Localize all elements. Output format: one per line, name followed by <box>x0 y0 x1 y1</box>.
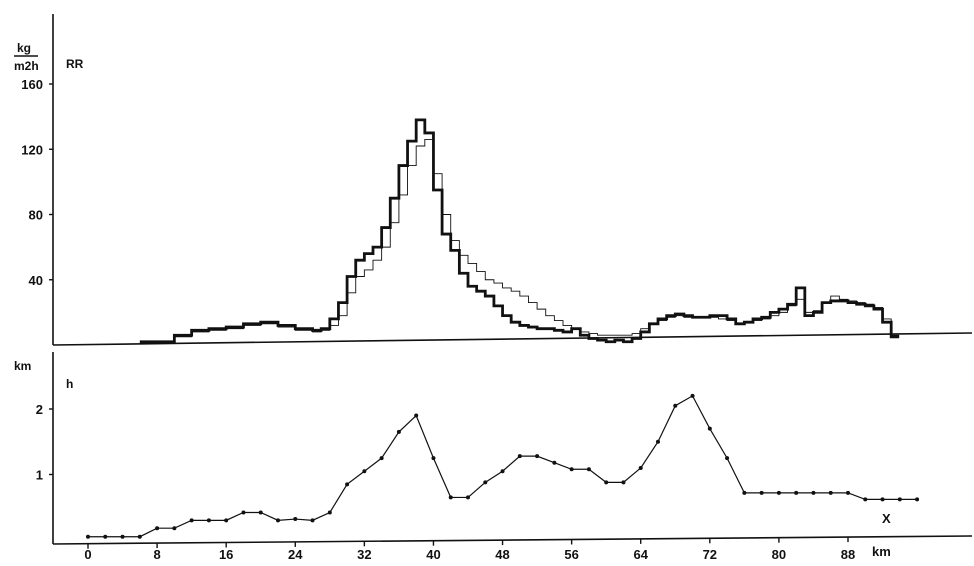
bottom-y-tick-label: 1 <box>36 468 43 483</box>
h-data-point <box>483 480 488 485</box>
h-data-point <box>120 534 125 539</box>
bottom-unit-label: km <box>14 359 31 373</box>
top-y-tick-label: 80 <box>29 208 43 223</box>
x-tick-label: 88 <box>841 547 855 561</box>
h-data-point <box>258 510 263 515</box>
x-tick-label: 32 <box>357 547 371 561</box>
h-data-point <box>759 490 764 495</box>
x-tick-label: 72 <box>703 547 717 561</box>
h-data-point <box>742 490 747 495</box>
h-data-point <box>638 465 643 470</box>
top-y-tick-label: 160 <box>21 77 43 92</box>
h-data-point <box>414 413 419 418</box>
top-y-tick-label: 40 <box>29 273 43 288</box>
x-end-marker: X <box>882 511 891 526</box>
h-data-point <box>725 456 730 461</box>
h-data-point <box>293 517 298 522</box>
x-tick-label: 0 <box>84 547 91 561</box>
h-data-point <box>327 510 332 515</box>
h-data-point <box>863 497 868 502</box>
x-tick-label: 8 <box>153 547 160 561</box>
h-data-point <box>535 454 540 459</box>
h-data-point <box>673 403 678 408</box>
rr-thin-series-line <box>139 139 900 344</box>
h-data-point <box>379 456 384 461</box>
top-unit-denominator: m2h <box>14 59 39 73</box>
top-x-baseline <box>52 332 973 346</box>
h-data-point <box>604 480 609 485</box>
top-y-tick-label: 120 <box>21 142 43 157</box>
h-data-point <box>396 429 401 434</box>
h-data-point <box>224 518 229 523</box>
x-tick-label: 64 <box>633 547 648 561</box>
h-data-point <box>897 497 902 502</box>
x-tick-label: 40 <box>426 547 440 561</box>
h-data-point <box>241 510 246 515</box>
h-data-point <box>172 526 177 531</box>
h-data-point <box>915 497 920 502</box>
h-data-point <box>431 456 436 461</box>
top-unit-numerator: kg <box>17 41 31 55</box>
h-data-point <box>500 469 505 474</box>
h-data-point <box>586 467 591 472</box>
h-data-point <box>310 518 315 523</box>
h-data-point <box>466 495 470 500</box>
h-data-point <box>656 439 660 444</box>
series-layer <box>86 118 920 539</box>
h-data-point <box>776 490 781 495</box>
h-data-point <box>362 469 367 474</box>
h-data-point <box>448 495 453 500</box>
h-data-point <box>155 526 160 531</box>
top-series-label: RR <box>66 57 84 71</box>
rr-thick-series-line <box>139 118 900 344</box>
x-tick-label: 24 <box>288 547 303 561</box>
h-data-point <box>206 518 211 523</box>
h-series-line <box>88 395 918 538</box>
x-tick-label: 56 <box>564 547 578 561</box>
h-data-point <box>276 518 280 523</box>
h-data-point <box>517 454 522 459</box>
h-data-point <box>707 426 712 431</box>
h-data-point <box>103 534 108 539</box>
h-data-point <box>880 497 885 502</box>
h-data-point <box>811 490 816 495</box>
h-data-point <box>794 490 799 495</box>
bottom-x-axis <box>52 535 973 545</box>
h-data-point <box>137 534 142 539</box>
h-data-point <box>569 467 574 472</box>
h-data-point <box>828 490 833 495</box>
h-data-point <box>86 534 90 539</box>
h-data-point <box>690 393 695 398</box>
x-axis-label: km <box>872 544 891 559</box>
x-tick-label: 16 <box>219 547 233 561</box>
x-tick-label: 80 <box>772 547 786 561</box>
bottom-y-tick-label: 2 <box>36 402 43 417</box>
h-data-point <box>846 490 850 495</box>
bottom-series-label: h <box>66 377 73 391</box>
h-data-point <box>345 482 350 487</box>
h-data-point <box>552 460 557 465</box>
h-data-point <box>621 480 626 485</box>
x-tick-label: 48 <box>495 547 509 561</box>
h-data-point <box>189 518 194 523</box>
